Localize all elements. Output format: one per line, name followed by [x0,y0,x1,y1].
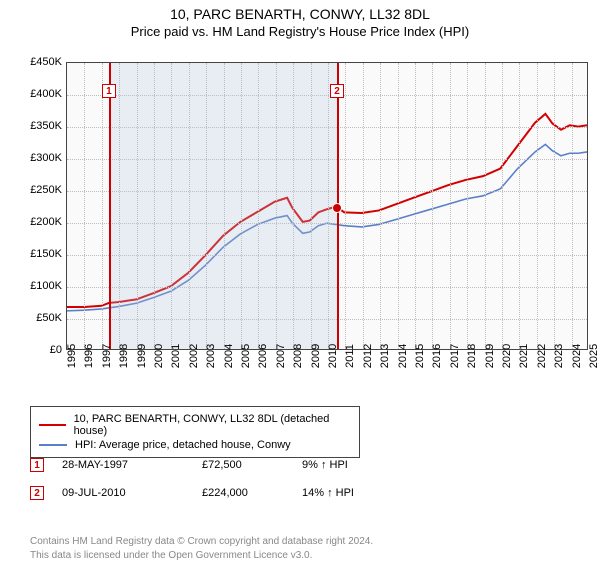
y-axis-label: £350K [6,120,62,132]
legend-label: 10, PARC BENARTH, CONWY, LL32 8DL (detac… [74,413,351,437]
transaction-marker: 2 [30,486,44,500]
legend-item: 10, PARC BENARTH, CONWY, LL32 8DL (detac… [39,413,351,437]
transaction-date: 09-JUL-2010 [62,487,202,499]
x-axis-label: 2025 [588,344,600,368]
attribution: Contains HM Land Registry data © Crown c… [30,535,373,562]
chart-event-marker: 1 [102,84,116,98]
legend-swatch [39,424,66,426]
chart-shaded-region [109,63,337,349]
page-subtitle: Price paid vs. HM Land Registry's House … [0,24,600,39]
plot-area: 12 [66,62,588,350]
attribution-line: Contains HM Land Registry data © Crown c… [30,535,373,549]
transaction-marker: 1 [30,458,44,472]
legend-item: HPI: Average price, detached house, Conw… [39,439,351,451]
transaction-price: £224,000 [202,487,302,499]
transaction-price: £72,500 [202,459,302,471]
transaction-row: 2 09-JUL-2010 £224,000 14% ↑ HPI [30,486,570,500]
chart-event-marker: 2 [330,84,344,98]
y-axis-label: £0 [6,344,62,356]
page-title: 10, PARC BENARTH, CONWY, LL32 8DL [0,6,600,22]
y-axis-label: £200K [6,216,62,228]
transaction-pct: 14% ↑ HPI [302,487,402,499]
y-axis-label: £250K [6,184,62,196]
y-axis-label: £150K [6,248,62,260]
y-axis-label: £450K [6,56,62,68]
y-axis-label: £400K [6,88,62,100]
y-axis-label: £300K [6,152,62,164]
transaction-pct: 9% ↑ HPI [302,459,402,471]
transaction-date: 28-MAY-1997 [62,459,202,471]
chart-data-point [332,203,342,213]
legend-label: HPI: Average price, detached house, Conw… [75,439,291,451]
y-axis-label: £100K [6,280,62,292]
y-axis-label: £50K [6,312,62,324]
transaction-row: 1 28-MAY-1997 £72,500 9% ↑ HPI [30,458,570,472]
legend: 10, PARC BENARTH, CONWY, LL32 8DL (detac… [30,406,360,458]
chart: 12 £0£50K£100K£150K£200K£250K£300K£350K£… [4,54,596,404]
legend-swatch [39,444,67,446]
